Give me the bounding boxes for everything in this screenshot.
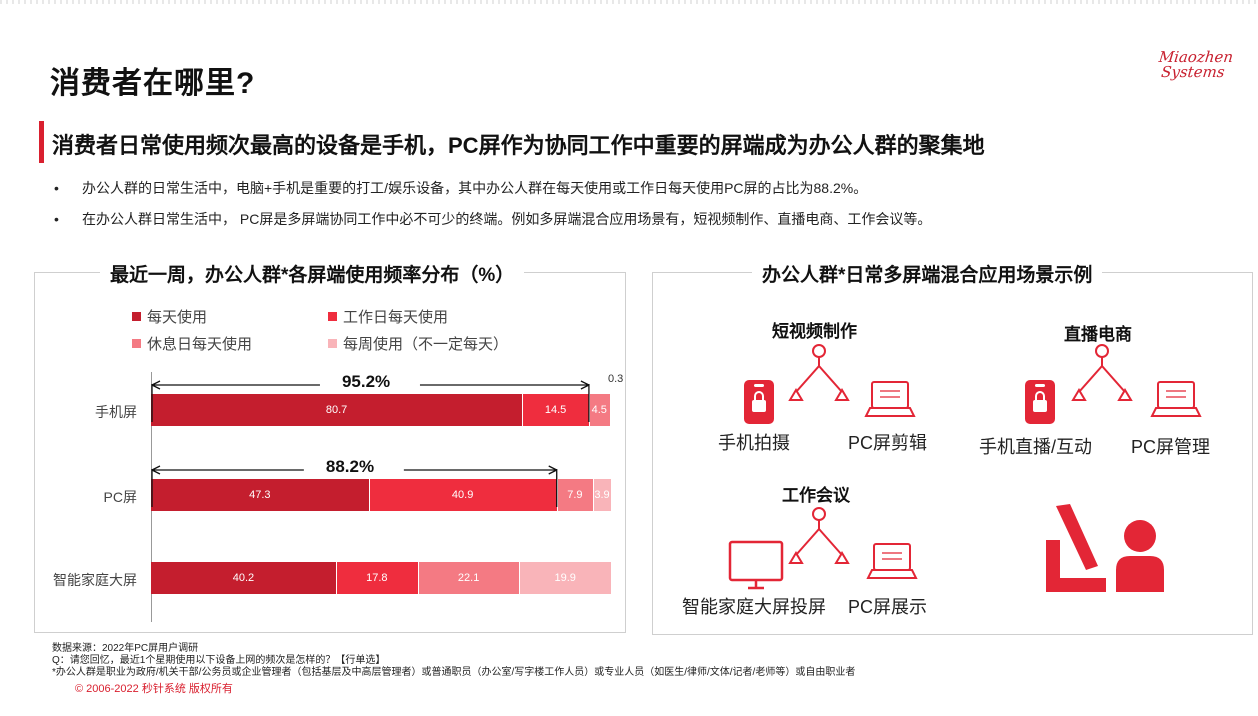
scene-1-right-label: PC屏剪辑	[848, 433, 928, 453]
page-title: 消费者在哪里?	[50, 67, 256, 100]
scene-3-diagram	[728, 507, 918, 590]
scenes-title: 办公人群*日常多屏端混合应用场景示例	[752, 260, 1103, 287]
legend-label: 每天使用	[147, 309, 208, 326]
data-label: 40.2	[232, 572, 255, 584]
bar-segment	[593, 479, 611, 511]
data-label: 40.9	[451, 489, 474, 501]
category-label: 智能家庭大屏	[53, 572, 137, 588]
category-label: 手机屏	[95, 404, 137, 420]
phone-icon	[744, 380, 774, 424]
branch-icon	[788, 507, 850, 564]
monitor-icon	[728, 540, 784, 590]
logo-line-2: Systems	[1160, 63, 1226, 81]
data-label: 7.9	[567, 489, 583, 501]
legend-label: 休息日每天使用	[147, 336, 253, 353]
bullet-text: 办公人群的日常生活中，电脑+手机是重要的打工/娱乐设备，其中办公人群在每天使用或…	[82, 180, 868, 196]
scene-1-left-label: 手机拍摄	[718, 433, 790, 453]
bullet-dot: •	[54, 211, 59, 227]
laptop-icon	[866, 543, 918, 579]
bar-segment	[151, 394, 523, 426]
legend-label: 工作日每天使用	[343, 309, 449, 326]
top-dotted-border	[0, 0, 1258, 4]
data-label: 4.5	[591, 404, 607, 416]
bar-segment	[417, 562, 520, 594]
scene-2-right-label: PC屏管理	[1131, 437, 1211, 457]
miaozhen-logo: Miaozhen Systems	[1156, 48, 1234, 81]
laptop-icon	[1150, 381, 1202, 417]
category-label: PC屏	[103, 489, 137, 505]
scene-2-left-label: 手机直播/互动	[979, 437, 1093, 457]
scene-2-title: 直播电商	[1064, 325, 1132, 344]
scene-1-diagram	[744, 344, 916, 424]
legend-item: 每天使用	[132, 306, 207, 327]
scene-2-diagram	[1025, 344, 1202, 424]
bar-segment	[556, 479, 594, 511]
data-label: 22.1	[457, 572, 480, 584]
bullet-dot: •	[54, 180, 59, 196]
bar-segment	[368, 479, 557, 511]
bar-segment	[335, 562, 418, 594]
phone-icon	[1025, 380, 1055, 424]
data-label: 0.3	[607, 373, 624, 385]
legend-swatch	[132, 312, 141, 321]
bar-segment	[151, 479, 369, 511]
data-label: 47.3	[249, 489, 271, 501]
scene-1-title: 短视频制作	[772, 322, 857, 341]
data-label: 80.7	[325, 404, 348, 416]
laptop-icon	[864, 381, 916, 417]
subtitle: 消费者日常使用频次最高的设备是手机，PC屏作为协同工作中重要的屏端成为办公人群的…	[52, 133, 985, 158]
bullet-2: • 在办公人群日常生活中， PC屏是多屏端协同工作中必不可少的终端。例如多屏端混合…	[54, 209, 931, 229]
footnote-definition: *办公人群是职业为政府/机关干部/公务员或企业管理者（包括基层及中高层管理者）或…	[52, 667, 856, 678]
scene-3-left-label: 智能家庭大屏投屏	[682, 597, 826, 617]
person-at-desk-icon	[1046, 504, 1164, 592]
chart-title: 最近一周，办公人群*各屏端使用频率分布（%）	[100, 260, 525, 287]
data-label: 19.9	[554, 572, 576, 584]
span-annotation-arrow	[151, 380, 590, 422]
legend-item: 休息日每天使用	[132, 333, 252, 354]
copyright: © 2006-2022 秒针系统 版权所有	[75, 683, 233, 695]
scene-3-right-label: PC屏展示	[848, 597, 928, 617]
subtitle-accent-bar	[39, 121, 44, 163]
branch-icon	[1071, 344, 1133, 401]
footnote-question: Q：请您回忆，最近1个星期使用以下设备上网的频次是怎样的？【行单选】	[52, 655, 386, 666]
legend-label: 每周使用（不一定每天）	[343, 336, 509, 353]
bar-segment	[522, 394, 589, 426]
legend-item: 工作日每天使用	[328, 306, 448, 327]
data-label: 17.8	[366, 572, 388, 584]
data-label: 3.9	[594, 489, 610, 501]
legend-swatch	[328, 339, 337, 348]
legend-item: 每周使用（不一定每天）	[328, 333, 508, 354]
branch-icon	[788, 344, 850, 401]
scene-3-title: 工作会议	[782, 486, 850, 505]
bar-segment	[151, 562, 336, 594]
total-annotation: 95.2%	[341, 372, 391, 391]
footnote-source: 数据来源：2022年PC屏用户调研	[52, 643, 199, 654]
legend-swatch	[328, 312, 337, 321]
span-annotation-arrow	[151, 465, 558, 507]
data-label: 14.5	[544, 404, 567, 416]
legend-swatch	[132, 339, 141, 348]
bullet-1: • 办公人群的日常生活中，电脑+手机是重要的打工/娱乐设备，其中办公人群在每天使用…	[54, 178, 867, 198]
bar-segment	[519, 562, 611, 594]
total-annotation: 88.2%	[325, 457, 375, 476]
bar-segment	[609, 394, 611, 426]
bullet-text: 在办公人群日常生活中， PC屏是多屏端协同工作中必不可少的终端。例如多屏端混合应…	[82, 211, 932, 227]
